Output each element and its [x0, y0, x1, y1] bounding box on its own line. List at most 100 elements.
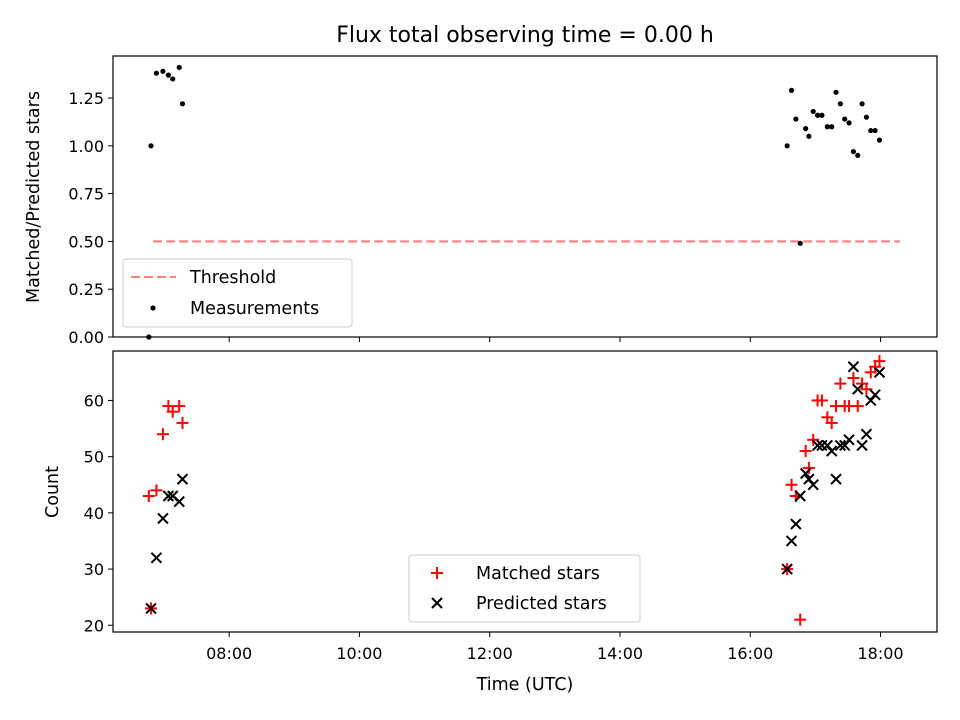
marker-stroke: [781, 563, 793, 575]
marker-stroke: [834, 439, 847, 452]
predicted-star-point: [145, 602, 157, 615]
y-tick-label: 40: [84, 504, 104, 523]
matched-star-point: [825, 416, 838, 429]
matched-star-point: [176, 416, 189, 429]
x-tick-label: 10:00: [336, 644, 382, 663]
legend-predicted-label: Predicted stars: [476, 594, 607, 614]
matched-star-point: [785, 478, 798, 491]
marker-stroke: [811, 439, 824, 452]
y-tick-label: 60: [84, 391, 104, 410]
legend-matched-label: Matched stars: [476, 564, 600, 584]
marker-stroke: [825, 445, 838, 457]
legend-measurements-label: Measurements: [190, 299, 319, 319]
marker-stroke: [869, 389, 881, 401]
matched-star-point: [815, 394, 828, 407]
chart-title: Flux total observing time = 0.00 h: [336, 23, 714, 48]
marker-stroke: [173, 495, 185, 508]
marker-stroke: [847, 361, 860, 373]
predicted-star-point: [162, 490, 175, 502]
marker-stroke: [843, 434, 855, 446]
y-tick-label: 20: [84, 616, 104, 635]
x-tick-label: 14:00: [597, 644, 643, 663]
predicted-star-point: [173, 495, 185, 508]
counts-panel: Count Time (UTC) 20 30 40 50 60 08:00 10:00 12…: [43, 350, 938, 695]
measurement-point: [863, 114, 870, 120]
measurement-point: [868, 127, 874, 134]
marker-stroke: [157, 512, 169, 525]
y-tick-label: 0.00: [68, 328, 104, 347]
y-tick-label: 0.75: [68, 185, 104, 204]
legend: Matched stars Predicted stars: [408, 554, 641, 623]
matched-star-point: [873, 355, 886, 368]
ratio-panel: Flux total observing time = 0.00 h Match…: [24, 23, 938, 347]
matched-star-point: [166, 405, 179, 418]
measurement-point: [153, 70, 160, 76]
matched-star-point: [851, 400, 864, 413]
measurement-point: [855, 152, 861, 159]
y-axis-ticks: 0.00 0.25 0.50 0.75 1.00 1.25: [68, 89, 113, 347]
measurement-point: [833, 89, 839, 95]
matched-star-point: [156, 428, 169, 441]
matched-star-point: [794, 613, 807, 626]
measurement-point: [793, 116, 799, 122]
predicted-star-point: [843, 434, 855, 446]
measurement-point: [876, 137, 883, 143]
measurement-point: [824, 124, 830, 130]
axes-frame: [112, 55, 938, 338]
marker-stroke: [790, 518, 802, 530]
measurement-point: [806, 133, 812, 139]
matched-star-point: [847, 371, 860, 384]
matched-star-point: [860, 383, 873, 396]
y-tick-label: 0.25: [68, 280, 104, 299]
measurement-point: [148, 143, 154, 149]
predicted-star-point: [790, 518, 802, 530]
legend-predicted-swatch: [431, 597, 443, 609]
legend-threshold-label: Threshold: [189, 268, 276, 288]
measurement-point: [837, 101, 843, 107]
marker-stroke: [785, 535, 798, 547]
x-axis-label: Time (UTC): [476, 675, 574, 695]
legend-box: [122, 258, 353, 328]
predicted-star-point: [150, 552, 163, 564]
marker-stroke: [794, 490, 806, 502]
marker-stroke: [799, 467, 812, 480]
matched-star-point: [834, 377, 847, 390]
marker-stroke: [860, 428, 873, 440]
y-axis-label: Matched/Predicted stars: [24, 91, 44, 303]
matched-star-point: [802, 461, 815, 474]
predicted-star-point: [799, 467, 812, 480]
measurement-point: [859, 101, 865, 107]
measurement-point: [165, 72, 171, 78]
predicted-star-point: [176, 473, 189, 485]
marker-stroke: [145, 602, 157, 615]
x-tick-label: 18:00: [857, 644, 903, 663]
measurement-point: [810, 108, 816, 115]
legend: Threshold Measurements: [122, 258, 353, 328]
y-tick-label: 30: [84, 560, 104, 579]
measurement-point: [788, 87, 795, 94]
measurement-point: [814, 112, 821, 118]
predicted-star-point: [847, 361, 860, 373]
predicted-star-point: [157, 512, 169, 525]
x-axis-ticks: [228, 337, 882, 342]
measurement-point: [850, 148, 857, 155]
y-tick-label: 1.00: [68, 137, 104, 156]
predicted-star-point: [852, 383, 864, 395]
predicted-star-point: [856, 439, 868, 452]
marker-stroke: [852, 383, 864, 395]
marker-stroke: [807, 479, 819, 491]
y-tick-label: 1.25: [68, 89, 104, 108]
matched-star-point: [142, 489, 155, 502]
predicted-star-point: [830, 473, 842, 485]
predicted-star-point: [825, 445, 838, 457]
marker-stroke: [873, 366, 886, 379]
x-tick-label: 16:00: [727, 644, 773, 663]
measurement-point: [819, 112, 825, 118]
predicted-star-point: [781, 563, 793, 575]
measurement-point: [797, 240, 803, 246]
predicted-star-point: [834, 439, 847, 452]
matched-star-point: [150, 484, 163, 497]
legend-box: [408, 554, 641, 623]
predicted-star-point: [794, 490, 806, 502]
